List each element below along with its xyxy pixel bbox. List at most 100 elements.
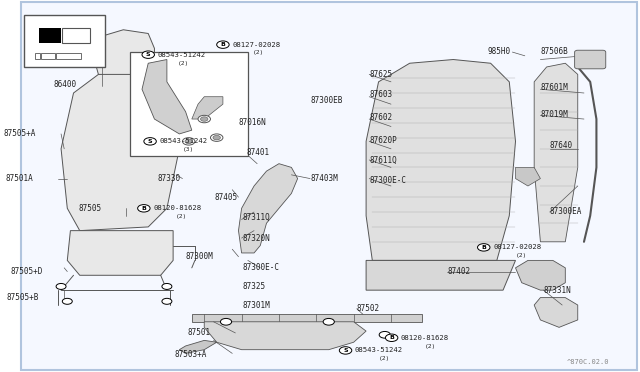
Text: 86400: 86400	[54, 80, 77, 89]
Text: 985H0: 985H0	[488, 47, 511, 56]
Text: 87611Q: 87611Q	[369, 156, 397, 165]
Polygon shape	[366, 60, 515, 260]
Polygon shape	[515, 260, 565, 290]
Text: (2): (2)	[378, 356, 390, 362]
Circle shape	[323, 318, 334, 325]
Text: 08127-02028: 08127-02028	[493, 244, 541, 250]
Circle shape	[477, 244, 490, 251]
Text: 87016N: 87016N	[239, 118, 266, 127]
Circle shape	[200, 117, 208, 121]
Polygon shape	[142, 60, 192, 134]
Text: 87505+A: 87505+A	[4, 129, 36, 138]
Text: (2): (2)	[253, 50, 264, 55]
Text: (2): (2)	[178, 61, 189, 66]
Text: B: B	[481, 245, 486, 250]
FancyBboxPatch shape	[129, 52, 248, 156]
Text: 08543-51242: 08543-51242	[355, 347, 403, 353]
Text: 87625: 87625	[369, 70, 392, 79]
FancyBboxPatch shape	[20, 2, 637, 370]
Polygon shape	[179, 340, 217, 353]
Polygon shape	[366, 260, 515, 290]
Circle shape	[185, 139, 193, 144]
Text: (3): (3)	[182, 147, 194, 152]
Text: 87300M: 87300M	[186, 252, 214, 261]
Circle shape	[217, 41, 229, 48]
Text: 87501A: 87501A	[5, 174, 33, 183]
Polygon shape	[534, 63, 578, 242]
Text: 08120-81628: 08120-81628	[153, 205, 202, 211]
Polygon shape	[61, 67, 179, 231]
Circle shape	[144, 138, 156, 145]
Text: (2): (2)	[515, 253, 527, 259]
Text: 08543-51242: 08543-51242	[157, 52, 205, 58]
Circle shape	[138, 205, 150, 212]
Circle shape	[182, 138, 195, 145]
Text: B: B	[141, 206, 147, 211]
Text: 87602: 87602	[369, 113, 392, 122]
Text: 87505+B: 87505+B	[7, 293, 39, 302]
Text: 87331N: 87331N	[543, 286, 572, 295]
Text: 87300E-C: 87300E-C	[369, 176, 406, 185]
Polygon shape	[192, 97, 223, 119]
Circle shape	[220, 318, 232, 325]
Text: 87300E-C: 87300E-C	[243, 263, 280, 272]
Text: 87505: 87505	[79, 204, 102, 213]
Bar	[56, 53, 81, 59]
Text: 87502: 87502	[356, 304, 380, 312]
Text: 87301M: 87301M	[243, 301, 271, 310]
Text: 87300EB: 87300EB	[310, 96, 342, 105]
Text: 87402: 87402	[447, 267, 470, 276]
Circle shape	[56, 283, 66, 289]
Circle shape	[379, 331, 390, 338]
Text: S: S	[148, 139, 152, 144]
Text: 87620P: 87620P	[369, 136, 397, 145]
Text: 87640: 87640	[550, 141, 573, 150]
Polygon shape	[67, 231, 173, 275]
FancyBboxPatch shape	[575, 50, 606, 69]
Text: 08543-51242: 08543-51242	[159, 138, 207, 144]
Bar	[39, 28, 61, 43]
Bar	[62, 28, 90, 43]
Circle shape	[62, 298, 72, 304]
Text: S: S	[343, 348, 348, 353]
Circle shape	[339, 347, 352, 354]
Polygon shape	[92, 30, 154, 74]
Text: 87311Q: 87311Q	[243, 213, 271, 222]
Text: 87325: 87325	[243, 282, 266, 291]
Polygon shape	[192, 314, 422, 322]
Circle shape	[385, 334, 398, 341]
Text: 87320N: 87320N	[243, 234, 271, 243]
Polygon shape	[204, 322, 366, 350]
Circle shape	[142, 51, 154, 58]
Bar	[35, 53, 40, 59]
Text: 87503+A: 87503+A	[175, 350, 207, 359]
Text: 87603: 87603	[369, 90, 392, 99]
Text: 87405: 87405	[215, 193, 238, 202]
Text: 87506B: 87506B	[540, 47, 568, 56]
Text: 87019M: 87019M	[540, 110, 568, 119]
Circle shape	[162, 298, 172, 304]
Text: 87505+D: 87505+D	[10, 267, 42, 276]
Polygon shape	[239, 164, 298, 253]
Text: 87403M: 87403M	[310, 174, 338, 183]
Circle shape	[211, 134, 223, 141]
Text: 87601M: 87601M	[540, 83, 568, 92]
Circle shape	[198, 115, 211, 123]
Text: S: S	[146, 52, 150, 57]
Text: 87401: 87401	[246, 148, 269, 157]
Text: (2): (2)	[425, 344, 436, 349]
Polygon shape	[534, 298, 578, 327]
Text: 87501: 87501	[188, 328, 211, 337]
FancyBboxPatch shape	[24, 15, 105, 67]
Bar	[41, 53, 55, 59]
Circle shape	[213, 135, 220, 140]
Text: 87300EA: 87300EA	[550, 207, 582, 216]
Text: 87330: 87330	[157, 174, 180, 183]
Text: B: B	[389, 335, 394, 340]
Text: (2): (2)	[176, 214, 188, 219]
Text: 08127-02028: 08127-02028	[232, 42, 280, 48]
Circle shape	[162, 283, 172, 289]
Text: 08120-81628: 08120-81628	[401, 335, 449, 341]
Text: ^870C.02.0: ^870C.02.0	[566, 359, 609, 365]
Polygon shape	[515, 167, 540, 186]
